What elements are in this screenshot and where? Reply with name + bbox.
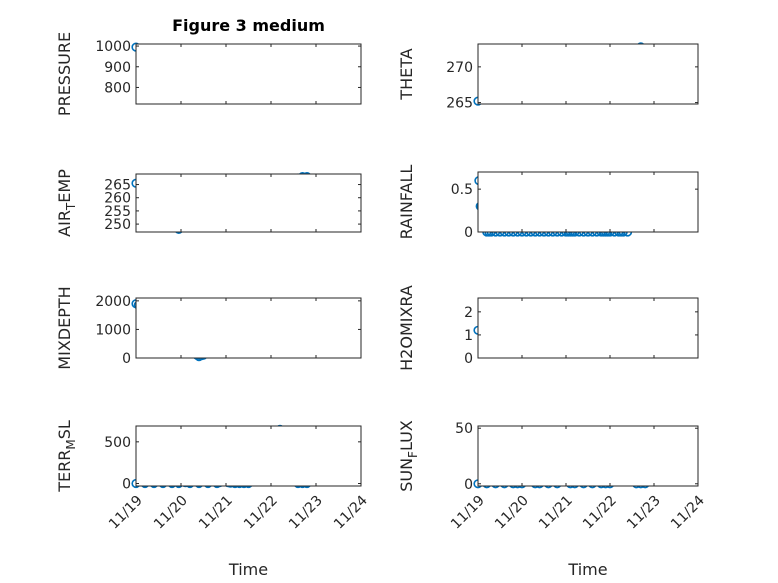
y-tick-label: 0.5 [451,182,473,198]
y-tick-label: 1 [464,328,473,344]
chart-panel-2: 265 270 THETA [397,42,699,112]
y-tick-label: 1000 [95,322,131,338]
x-axis-label: Time [567,560,607,579]
y-axis-label: TERRMSL [55,420,78,493]
chart-panel-7: 0 500 11/19 11/20 11/21 11/22 11/23 11/24 TERRMS… [55,420,371,579]
y-tick-label: 0 [464,225,473,241]
y-tick-label: 2 [464,305,473,321]
x-tick-label: 11/19 [448,493,488,533]
x-tick-label: 11/22 [580,493,620,533]
y-axis-label: MIXDEPTH [55,286,74,369]
axes-box [477,425,699,487]
x-tick-label: 11/23 [624,493,664,533]
x-tick-label: 11/22 [241,493,281,533]
y-tick-label: 265 [104,178,131,194]
y-tick-label: 0 [464,351,473,367]
y-tick-label: 0 [122,351,131,367]
y-tick-label: 0 [464,477,473,493]
axes-box [477,297,699,359]
axes-box [477,43,699,105]
x-tick-label: 11/23 [286,493,326,533]
y-tick-label: 2000 [95,294,131,310]
y-tick-label: 900 [104,60,131,76]
chart-panel-1: 800 900 1000 PRESSURE Figure 3 medium [55,16,362,116]
y-tick-label: 500 [104,435,131,451]
chart-title: Figure 3 medium [172,16,325,35]
chart-panel-4: 0 0.5 RAINFALL [397,165,699,241]
y-axis-label: RAINFALL [397,165,416,240]
axes-box [477,171,699,233]
x-tick-label: 11/20 [151,493,191,533]
x-axis-label: Time [228,560,268,579]
y-tick-label: 260 [104,191,131,207]
x-tick-label: 11/21 [196,493,236,533]
axes-box [135,43,362,105]
x-tick-label: 11/20 [492,493,532,533]
y-tick-label: 800 [104,80,131,96]
chart-panel-8: 0 50 11/19 11/20 11/21 11/22 11/23 11/24 SUNFLUX… [397,420,708,579]
y-axis-label: THETA [397,48,416,100]
y-axis-label: SUNFLUX [397,420,420,492]
x-tick-label: 11/19 [106,493,146,533]
x-tick-label: 11/21 [536,493,576,533]
y-tick-label: 265 [446,96,473,112]
y-tick-label: 0 [122,477,131,493]
axes-box [135,173,362,233]
y-tick-label: 270 [446,60,473,76]
x-tick-label: 11/24 [331,493,371,533]
y-tick-label: 250 [104,217,131,233]
y-axis-label: PRESSURE [55,32,74,116]
y-tick-label: 50 [455,421,473,437]
chart-panel-5: 0 1000 2000 MIXDEPTH [55,286,362,370]
x-tick-label: 11/24 [668,493,708,533]
y-axis-label: AIRTEMP [55,169,78,237]
y-axis-label: H2OMIXRA [397,285,416,371]
y-tick-label: 255 [104,204,131,220]
y-tick-label: 1000 [95,39,131,55]
axes-box [135,425,362,487]
chart-panel-6: 0 1 2 H2OMIXRA [397,285,699,371]
axes-box [135,297,362,359]
